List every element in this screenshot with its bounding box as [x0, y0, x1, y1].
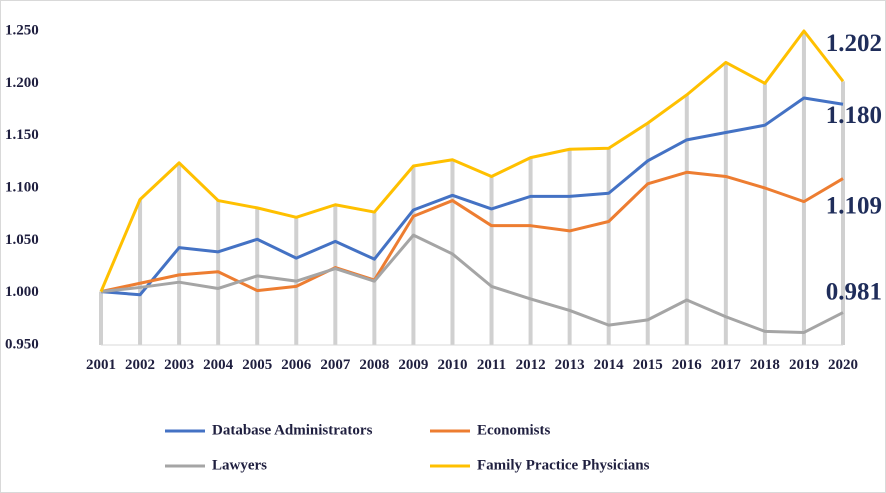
x-tick-label: 2011: [476, 357, 507, 373]
legend-label: Economists: [477, 422, 551, 438]
x-tick-label: 2008: [359, 357, 390, 373]
series-line: [100, 96, 844, 297]
x-tick-label: 2009: [398, 357, 429, 373]
x-tick-label: 2002: [125, 357, 156, 373]
x-tick-label: 2010: [437, 357, 468, 373]
legend-label: Database Administrators: [212, 422, 373, 438]
x-tick-label: 2020: [828, 357, 858, 373]
x-tick-label: 2012: [515, 357, 546, 373]
x-tick-label: 2005: [242, 357, 273, 373]
y-tick-label: 1.000: [5, 284, 39, 300]
x-tick-label: 2006: [281, 357, 312, 373]
legend-label: Lawyers: [212, 457, 267, 473]
y-tick-label: 1.250: [5, 22, 39, 38]
y-tick-label: 1.050: [5, 232, 39, 248]
series-line: [100, 233, 844, 334]
value-label: 1.109: [826, 192, 882, 219]
y-tick-label: 1.100: [5, 179, 39, 195]
legend-label: Family Practice Physicians: [477, 457, 650, 473]
x-tick-label: 2015: [632, 357, 663, 373]
x-tick-label: 2013: [554, 357, 585, 373]
value-label: 1.202: [826, 30, 882, 57]
x-tick-label: 2019: [788, 357, 819, 373]
x-tick-label: 2016: [671, 357, 702, 373]
series-line: [100, 170, 844, 294]
x-tick-label: 2001: [86, 357, 116, 373]
y-tick-label: 1.200: [5, 75, 39, 91]
series-line: [99, 29, 845, 293]
x-tick-label: 2018: [749, 357, 780, 373]
x-tick-label: 2004: [203, 357, 234, 373]
value-label: 1.180: [826, 102, 882, 129]
x-tick-label: 2007: [320, 357, 351, 373]
x-tick-label: 2014: [593, 357, 624, 373]
y-tick-label: 0.950: [5, 336, 39, 352]
value-label: 0.981: [826, 278, 882, 305]
x-tick-label: 2003: [164, 357, 195, 373]
y-tick-label: 1.150: [5, 127, 39, 143]
x-tick-label: 2017: [710, 357, 741, 373]
